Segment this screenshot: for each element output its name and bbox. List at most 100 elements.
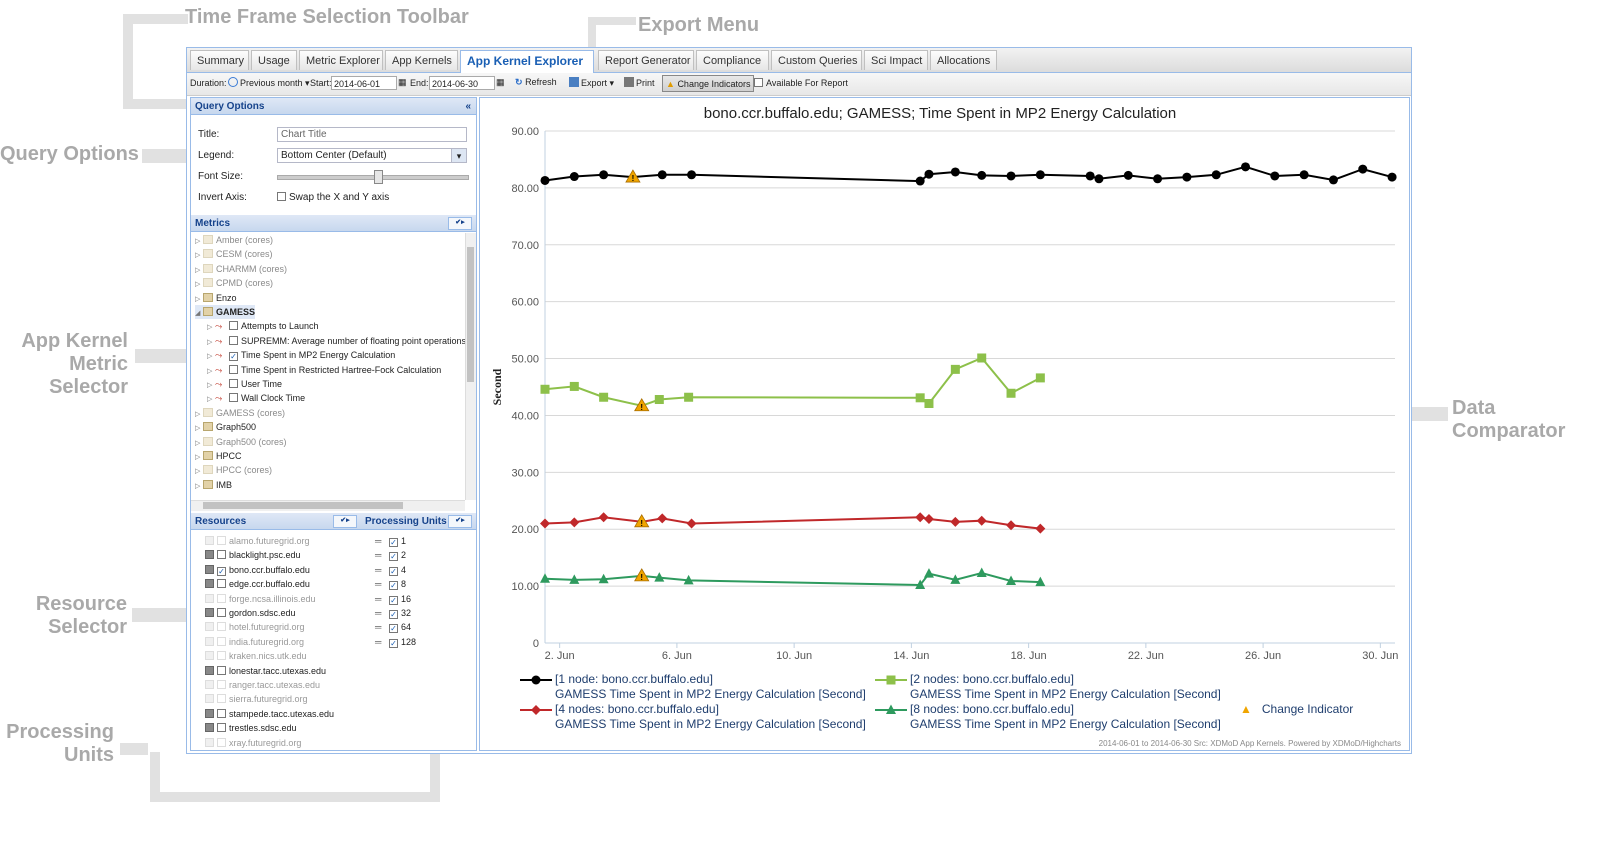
- resource-item[interactable]: kraken.nics.utk.edu: [205, 649, 307, 663]
- resource-item[interactable]: stampede.tacc.utexas.edu: [205, 707, 334, 721]
- processing-unit-checkbox[interactable]: ✓: [389, 610, 398, 619]
- metric-item[interactable]: ▷ ⤳ Time Spent in Restricted Hartree-Fock …: [207, 363, 441, 377]
- expand-icon[interactable]: ▷: [207, 396, 213, 404]
- resource-checkbox[interactable]: [217, 694, 226, 704]
- export-button[interactable]: Export ▾: [569, 77, 614, 89]
- legend-item[interactable]: [8 nodes: bono.ccr.buffalo.edu] GAMESS Ti…: [910, 702, 1221, 732]
- tab-report-generator[interactable]: Report Generator: [598, 50, 694, 70]
- query-options-header[interactable]: Query Options «: [191, 98, 476, 115]
- refresh-button[interactable]: ↻ Refresh: [515, 77, 557, 88]
- resource-checkbox[interactable]: [217, 593, 226, 603]
- resource-item[interactable]: blacklight.psc.edu: [205, 548, 301, 562]
- processing-unit-checkbox[interactable]: ✓: [389, 566, 398, 576]
- swap-axis-checkbox[interactable]: Swap the X and Y axis: [277, 192, 389, 203]
- processing-unit-checkbox[interactable]: ✓: [389, 624, 398, 634]
- metrics-hscrollbar[interactable]: [191, 500, 465, 511]
- resource-checkbox[interactable]: [217, 622, 226, 632]
- tab-usage[interactable]: Usage: [251, 50, 297, 70]
- expand-icon[interactable]: ▷: [195, 439, 201, 447]
- expand-icon[interactable]: ▷: [195, 425, 201, 433]
- font-size-slider-handle[interactable]: [374, 170, 383, 184]
- resources-menu-icon[interactable]: ✔▸: [333, 515, 357, 528]
- available-report-checkbox[interactable]: Available For Report: [754, 78, 848, 88]
- app-kernel-item[interactable]: ▷ CPMD (cores): [195, 276, 273, 290]
- resource-item[interactable]: ranger.tacc.utexas.edu: [205, 678, 320, 692]
- duration-select[interactable]: Previous month ▾: [228, 77, 310, 89]
- app-kernel-item[interactable]: ▷ GAMESS (cores): [195, 406, 285, 420]
- expand-icon[interactable]: ▷: [195, 468, 201, 476]
- metrics-vscrollbar[interactable]: [465, 233, 476, 500]
- resource-checkbox[interactable]: [217, 636, 226, 646]
- resource-item[interactable]: forge.ncsa.illinois.edu: [205, 592, 316, 606]
- metric-item[interactable]: ▷ ⤳ User Time: [207, 377, 282, 391]
- expand-icon[interactable]: ▷: [195, 295, 201, 303]
- resource-checkbox[interactable]: ✓: [217, 566, 226, 576]
- metric-checkbox[interactable]: [229, 321, 238, 331]
- app-kernel-item[interactable]: ▷ Amber (cores): [195, 233, 273, 247]
- expand-icon[interactable]: ▷: [195, 482, 201, 490]
- expand-icon[interactable]: ▷: [207, 324, 213, 332]
- metric-checkbox[interactable]: [229, 335, 238, 345]
- legend-item[interactable]: [1 node: bono.ccr.buffalo.edu] GAMESS Tim…: [555, 672, 866, 702]
- app-kernel-item[interactable]: ▷ Enzo: [195, 291, 237, 305]
- app-kernel-item[interactable]: ◢ GAMESS: [195, 305, 256, 319]
- resource-item[interactable]: trestles.sdsc.edu: [205, 721, 297, 735]
- processing-unit-item[interactable]: ═ ✓ 4: [375, 563, 406, 577]
- expand-icon[interactable]: ▷: [207, 382, 213, 389]
- processing-unit-item[interactable]: ═ ✓ 8: [375, 577, 406, 591]
- metric-item[interactable]: ▷ ⤳ ✓ Time Spent in MP2 Energy Calculation: [207, 348, 395, 362]
- resource-item[interactable]: xray.futuregrid.org: [205, 736, 301, 750]
- app-kernel-item[interactable]: ▷ Graph500 (cores): [195, 435, 287, 449]
- metric-item[interactable]: ▷ ⤳ Attempts to Launch: [207, 319, 319, 333]
- resource-checkbox[interactable]: [217, 680, 226, 689]
- resource-checkbox[interactable]: [217, 651, 226, 661]
- resource-item[interactable]: india.futuregrid.org: [205, 635, 304, 649]
- resource-item[interactable]: ✓ bono.ccr.buffalo.edu: [205, 563, 310, 577]
- expand-icon[interactable]: ▷: [195, 266, 201, 274]
- resource-item[interactable]: edge.ccr.buffalo.edu: [205, 577, 310, 591]
- tab-sci-impact[interactable]: Sci Impact: [864, 50, 928, 70]
- resource-checkbox[interactable]: [217, 665, 226, 675]
- resource-checkbox[interactable]: [217, 723, 226, 733]
- expand-icon[interactable]: ▷: [195, 238, 201, 245]
- expand-icon[interactable]: ▷: [207, 338, 213, 346]
- processing-unit-checkbox[interactable]: ✓: [389, 595, 398, 605]
- font-size-slider[interactable]: [277, 175, 469, 180]
- resource-checkbox[interactable]: [217, 608, 226, 617]
- processing-unit-checkbox[interactable]: ✓: [389, 538, 398, 547]
- resource-checkbox[interactable]: [217, 550, 226, 560]
- metric-item[interactable]: ▷ ⤳ Wall Clock Time: [207, 391, 305, 405]
- metrics-hscroll-thumb[interactable]: [203, 502, 403, 509]
- start-date-input[interactable]: 2014-06-01: [331, 76, 397, 90]
- legend-item[interactable]: [2 nodes: bono.ccr.buffalo.edu] GAMESS Ti…: [910, 672, 1221, 702]
- metric-checkbox[interactable]: [229, 393, 238, 403]
- legend-change-indicator[interactable]: ▲ Change Indicator: [1240, 702, 1353, 717]
- metric-checkbox[interactable]: [229, 364, 238, 374]
- resource-checkbox[interactable]: [217, 579, 226, 589]
- expand-icon[interactable]: ▷: [195, 252, 201, 260]
- collapse-icon[interactable]: «: [465, 101, 471, 112]
- processing-unit-item[interactable]: ═ ✓ 128: [375, 635, 416, 649]
- processing-unit-checkbox[interactable]: ✓: [389, 552, 398, 562]
- app-kernel-item[interactable]: ▷ CHARMM (cores): [195, 262, 287, 276]
- expand-icon[interactable]: ▷: [195, 410, 201, 418]
- resource-checkbox[interactable]: [217, 536, 226, 545]
- expand-icon[interactable]: ▷: [207, 367, 213, 375]
- processing-unit-checkbox[interactable]: ✓: [389, 638, 398, 648]
- metrics-vscroll-thumb[interactable]: [467, 247, 474, 382]
- processing-unit-item[interactable]: ═ ✓ 64: [375, 620, 411, 634]
- processing-units-menu-icon[interactable]: ✔▸: [448, 515, 472, 528]
- metric-checkbox[interactable]: ✓: [229, 352, 238, 362]
- app-kernel-item[interactable]: ▷ HPCC (cores): [195, 463, 272, 477]
- tab-app-kernel-explorer[interactable]: App Kernel Explorer: [460, 50, 594, 73]
- resource-checkbox[interactable]: [217, 708, 226, 718]
- resource-item[interactable]: sierra.futuregrid.org: [205, 692, 308, 706]
- resource-item[interactable]: gordon.sdsc.edu: [205, 606, 296, 620]
- app-kernel-item[interactable]: ▷ CESM (cores): [195, 247, 273, 261]
- end-date-input[interactable]: 2014-06-30: [429, 76, 495, 90]
- processing-unit-checkbox[interactable]: ✓: [389, 581, 398, 591]
- metrics-menu-icon[interactable]: ✔▸: [448, 217, 472, 230]
- processing-unit-item[interactable]: ═ ✓ 2: [375, 548, 406, 562]
- app-kernel-item[interactable]: ▷ HPCC: [195, 449, 242, 463]
- resource-item[interactable]: hotel.futuregrid.org: [205, 620, 305, 634]
